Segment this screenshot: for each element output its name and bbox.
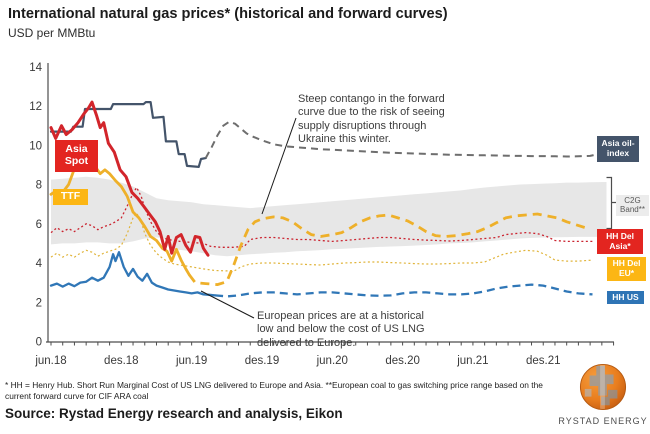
svg-text:0: 0 (36, 337, 42, 349)
svg-text:jun.19: jun.19 (175, 355, 207, 367)
svg-text:4: 4 (36, 258, 43, 270)
footnote-line-2: current forward curve for CIF ARA coal (5, 391, 149, 401)
svg-text:8: 8 (36, 180, 42, 192)
svg-text:jun.20: jun.20 (316, 355, 348, 367)
rystad-logo-text: RYSTAD ENERGY (558, 416, 648, 426)
svg-text:6: 6 (36, 219, 42, 231)
svg-text:des.21: des.21 (526, 355, 561, 367)
page-title: International natural gas prices* (histo… (8, 6, 448, 22)
y-axis-unit-label: USD per MMBtu (8, 26, 96, 40)
series-line (49, 251, 217, 297)
annotation-european: European prices are at a historical low … (257, 310, 425, 349)
series-label-asia-oil-index: Asia oil-index (597, 136, 639, 162)
c2g-band-area (51, 176, 607, 257)
svg-text:jun.18: jun.18 (34, 355, 66, 367)
svg-text:des.20: des.20 (385, 355, 420, 367)
series-label-hh-del-asia: HH Del Asia* (597, 229, 643, 254)
series-line (50, 186, 593, 248)
svg-text:jun.21: jun.21 (456, 355, 488, 367)
svg-text:des.19: des.19 (245, 355, 280, 367)
rystad-energy-logo: RYSTAD ENERGY (556, 363, 650, 426)
svg-text:12: 12 (29, 101, 42, 113)
series-label-hh-us: HH US (607, 291, 644, 304)
series-line (49, 100, 207, 168)
annotation-contango: Steep contango in the forward curve due … (298, 93, 445, 146)
rystad-globe-icon (579, 363, 627, 411)
source-line: Source: Rystad Energy research and analy… (5, 406, 343, 421)
series-line (204, 120, 594, 159)
footnote-line-1: * HH = Henry Hub. Short Run Marginal Cos… (5, 380, 543, 390)
series-label-asia-spot: Asia Spot (55, 140, 98, 172)
series-label-hh-del-eu: HH Del EU* (607, 257, 646, 281)
svg-text:10: 10 (29, 140, 42, 152)
series-line (49, 100, 210, 257)
series-label-ttf: TTF (53, 189, 88, 205)
series-label-c2g-band: C2G Band** (616, 195, 649, 216)
svg-text:2: 2 (36, 297, 42, 309)
series-line (188, 212, 586, 287)
svg-text:14: 14 (29, 62, 42, 74)
series-line (215, 283, 593, 298)
svg-text:des.18: des.18 (104, 355, 139, 367)
